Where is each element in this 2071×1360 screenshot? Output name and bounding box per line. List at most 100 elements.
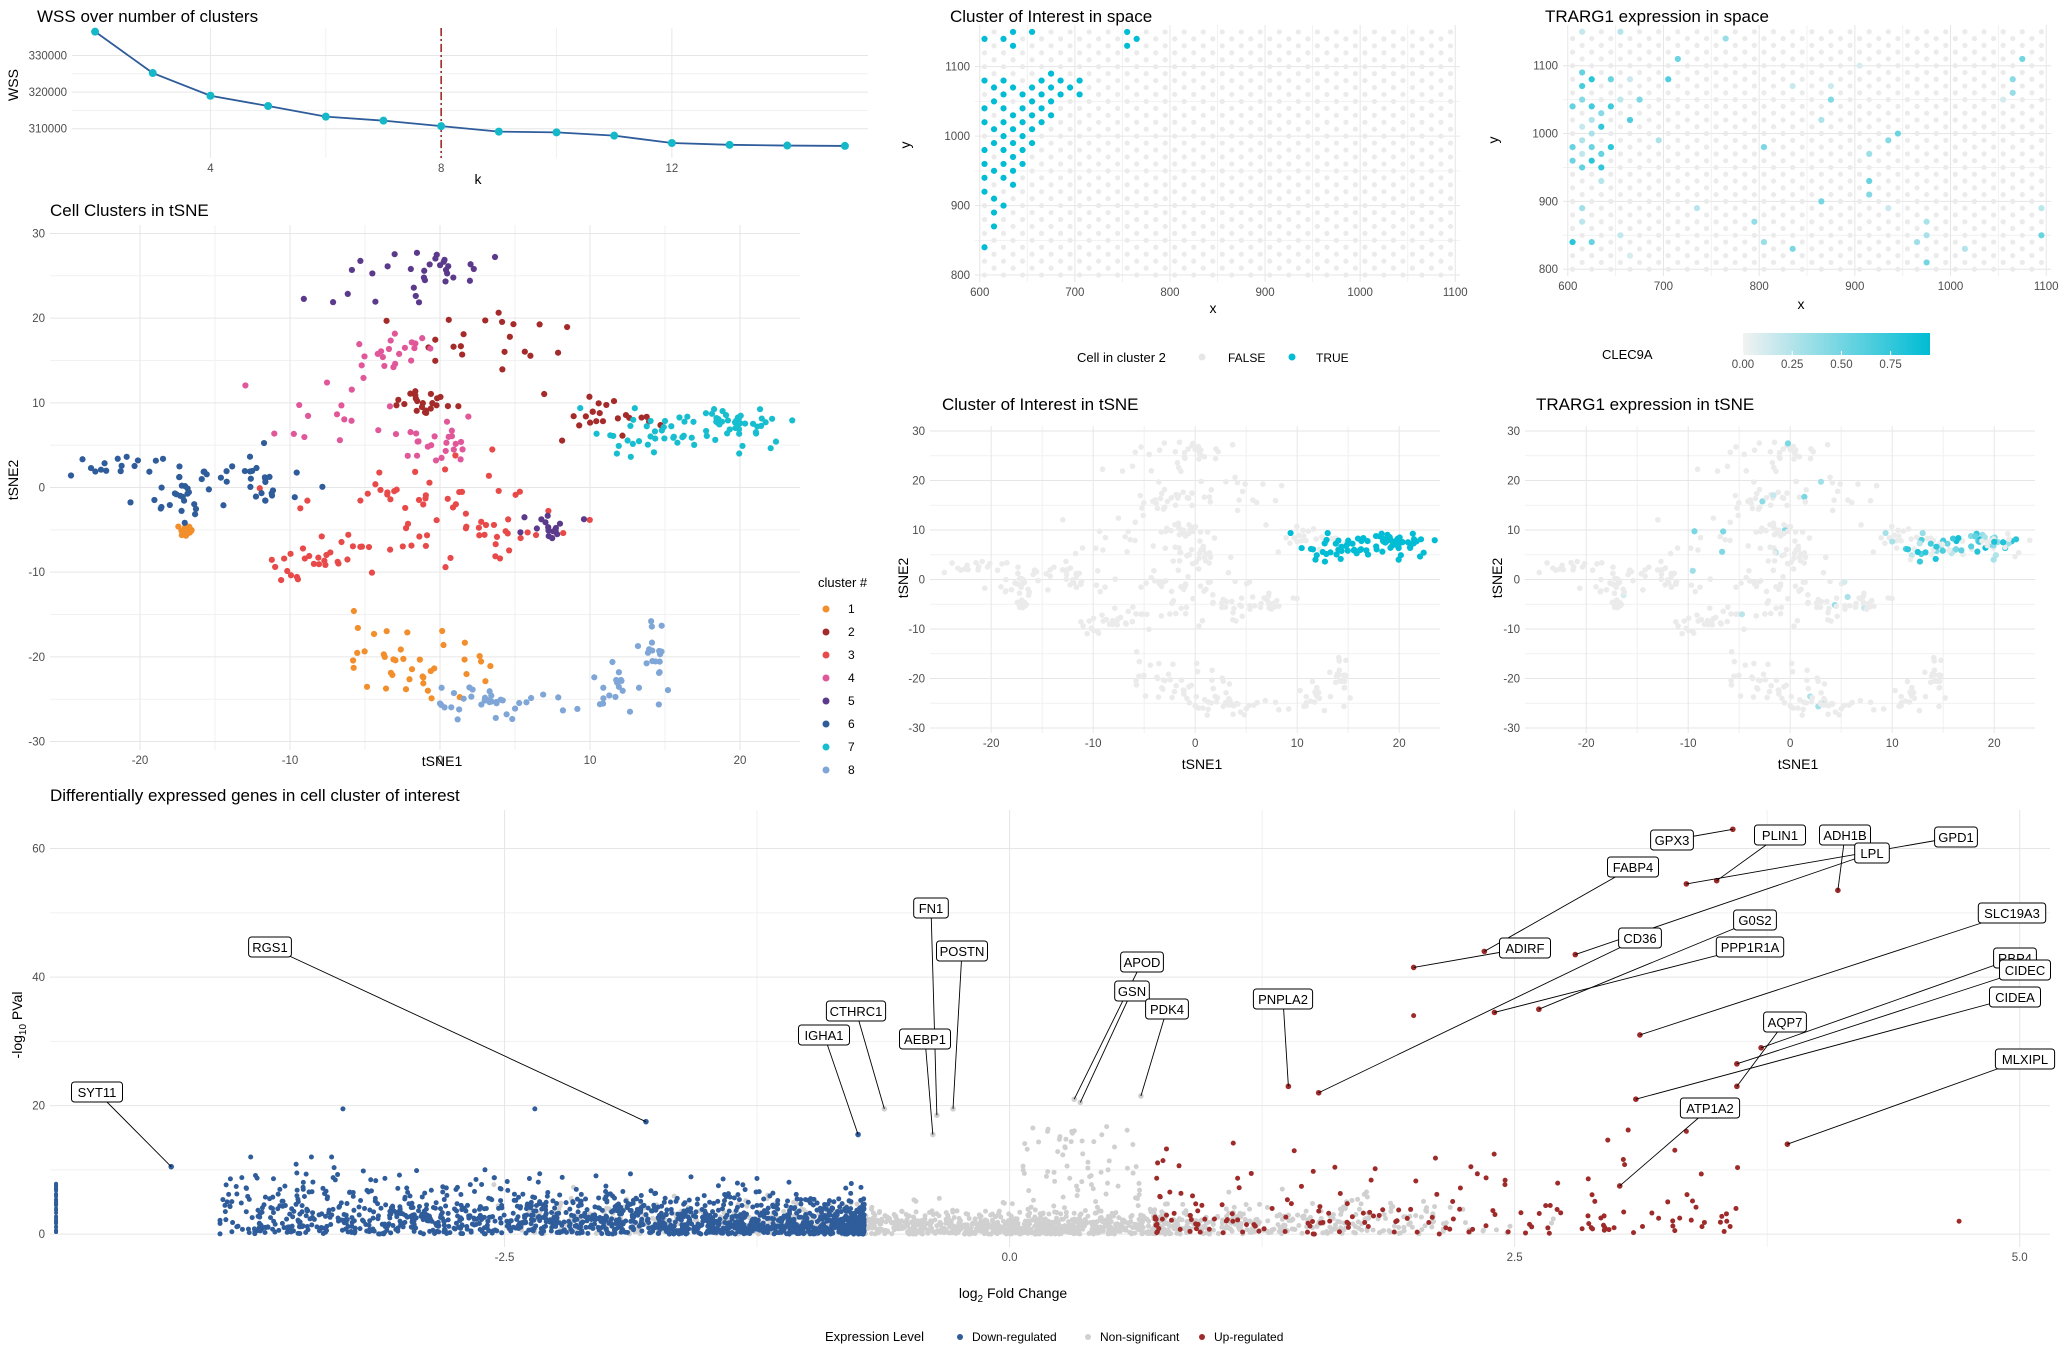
spatial-expression-point	[1818, 185, 1824, 191]
spatial-point-false	[1409, 265, 1416, 271]
tsne-cluster-point	[294, 576, 302, 583]
colorbar-title: CLEC9A	[1602, 347, 1653, 362]
spatial-point-false	[1134, 175, 1140, 181]
expression-point	[1768, 682, 1774, 689]
tsne-xlabel: tSNE1	[422, 753, 463, 769]
spatial-point-false	[1276, 29, 1282, 35]
coi-space-x-tick-label: 800	[1160, 287, 1179, 299]
expression-point	[1697, 584, 1703, 590]
spatial-point-false	[1324, 147, 1330, 153]
background-point	[1204, 529, 1211, 535]
spatial-point-false	[1172, 105, 1178, 111]
background-point	[1332, 679, 1339, 686]
spatial-expression-point	[1665, 103, 1671, 110]
spatial-point-true	[1047, 84, 1055, 91]
spatial-expression-point	[2029, 130, 2035, 137]
volcano-point-nonsig	[1480, 1228, 1486, 1234]
spatial-point-false	[1276, 168, 1282, 174]
background-point	[1150, 543, 1157, 549]
spatial-expression-point	[1866, 205, 1872, 211]
coi-point	[1337, 555, 1344, 563]
spatial-point-true	[981, 119, 988, 126]
background-point	[1100, 618, 1107, 624]
background-point	[1080, 623, 1086, 629]
expression-point	[1560, 566, 1567, 573]
spatial-point-false	[1267, 119, 1273, 125]
expression-point	[1807, 455, 1814, 462]
expression-point	[1597, 588, 1604, 594]
spatial-expression-point	[1952, 253, 1958, 259]
spatial-point-false	[1343, 202, 1349, 209]
tsne-cluster-point	[442, 564, 449, 571]
tsne-cluster-point	[284, 567, 291, 575]
spatial-point-false	[1352, 154, 1358, 160]
expression-point	[1733, 444, 1739, 450]
spatial-point-false	[1333, 265, 1339, 271]
tsne-y-tick-label: -30	[28, 737, 45, 749]
tsne-cluster-point	[490, 521, 498, 529]
spatial-expression-point	[1866, 56, 1872, 62]
background-point	[1125, 528, 1131, 535]
tsne-cluster-point	[421, 267, 428, 274]
spatial-expression-point	[1866, 83, 1872, 89]
spatial-expression-point	[1924, 56, 1930, 62]
expression-point	[1780, 573, 1786, 580]
tsne-cluster-point	[493, 698, 500, 706]
expression-point	[1833, 595, 1840, 601]
expression-point	[1754, 685, 1760, 691]
volcano-point-nonsig	[1117, 1224, 1123, 1230]
tsne-cluster-point	[541, 390, 548, 398]
background-point	[1208, 700, 1215, 706]
spatial-expression-point	[1684, 117, 1690, 123]
spatial-point-false	[1362, 119, 1368, 125]
expression-point	[1833, 603, 1840, 610]
spatial-expression-point	[1598, 69, 1604, 76]
trarg1-space-x-tick-label: 700	[1654, 281, 1673, 293]
expression-point	[2005, 540, 2012, 547]
spatial-point-true	[1009, 181, 1017, 188]
spatial-point-false	[1124, 237, 1130, 243]
spatial-expression-point	[1665, 198, 1671, 204]
spatial-point-false	[1428, 84, 1435, 91]
spatial-expression-point	[1962, 56, 1968, 62]
tsne-cluster-point	[735, 415, 743, 422]
spatial-point-false	[1447, 251, 1454, 257]
tsne-cluster-point	[178, 531, 185, 539]
background-point	[1138, 584, 1144, 590]
tsne-cluster-point	[387, 546, 394, 553]
expression-point	[1936, 703, 1942, 710]
spatial-expression-point	[1971, 239, 1978, 245]
tsne-cluster-point	[691, 441, 698, 448]
volcano-point-nonsig	[1364, 1228, 1370, 1234]
spatial-expression-point	[1837, 90, 1844, 96]
wss-point	[91, 27, 100, 36]
spatial-point-true	[1019, 119, 1026, 126]
spatial-point-false	[1400, 161, 1406, 167]
spatial-expression-point	[1990, 185, 1997, 191]
expression-point	[1798, 586, 1804, 593]
spatial-point-false	[1248, 50, 1254, 56]
tsne-cluster-point	[593, 418, 600, 425]
spatial-point-false	[1029, 182, 1035, 188]
spatial-point-false	[1115, 105, 1121, 111]
spatial-point-false	[1191, 36, 1197, 42]
tsne-cluster-point	[527, 694, 535, 702]
coi-point	[1309, 546, 1317, 553]
spatial-expression-point	[1723, 63, 1729, 69]
spatial-expression-point	[1598, 246, 1604, 252]
background-point	[1141, 672, 1147, 679]
tsne-cluster-point	[348, 266, 356, 274]
spatial-point-false	[1248, 189, 1254, 195]
background-point	[1294, 523, 1300, 530]
spatial-point-false	[1362, 175, 1368, 181]
spatial-point-false	[1438, 258, 1444, 264]
spatial-expression-point	[1876, 63, 1882, 69]
spatial-expression-point	[1770, 191, 1777, 198]
volcano-point-nonsig	[992, 1221, 998, 1227]
expression-point	[1770, 524, 1777, 531]
spatial-expression-point	[1952, 212, 1958, 218]
spatial-point-false	[1362, 91, 1368, 98]
spatial-expression-point	[1627, 35, 1633, 42]
tsne-cluster-point	[271, 430, 278, 437]
spatial-point-false	[1238, 71, 1244, 77]
